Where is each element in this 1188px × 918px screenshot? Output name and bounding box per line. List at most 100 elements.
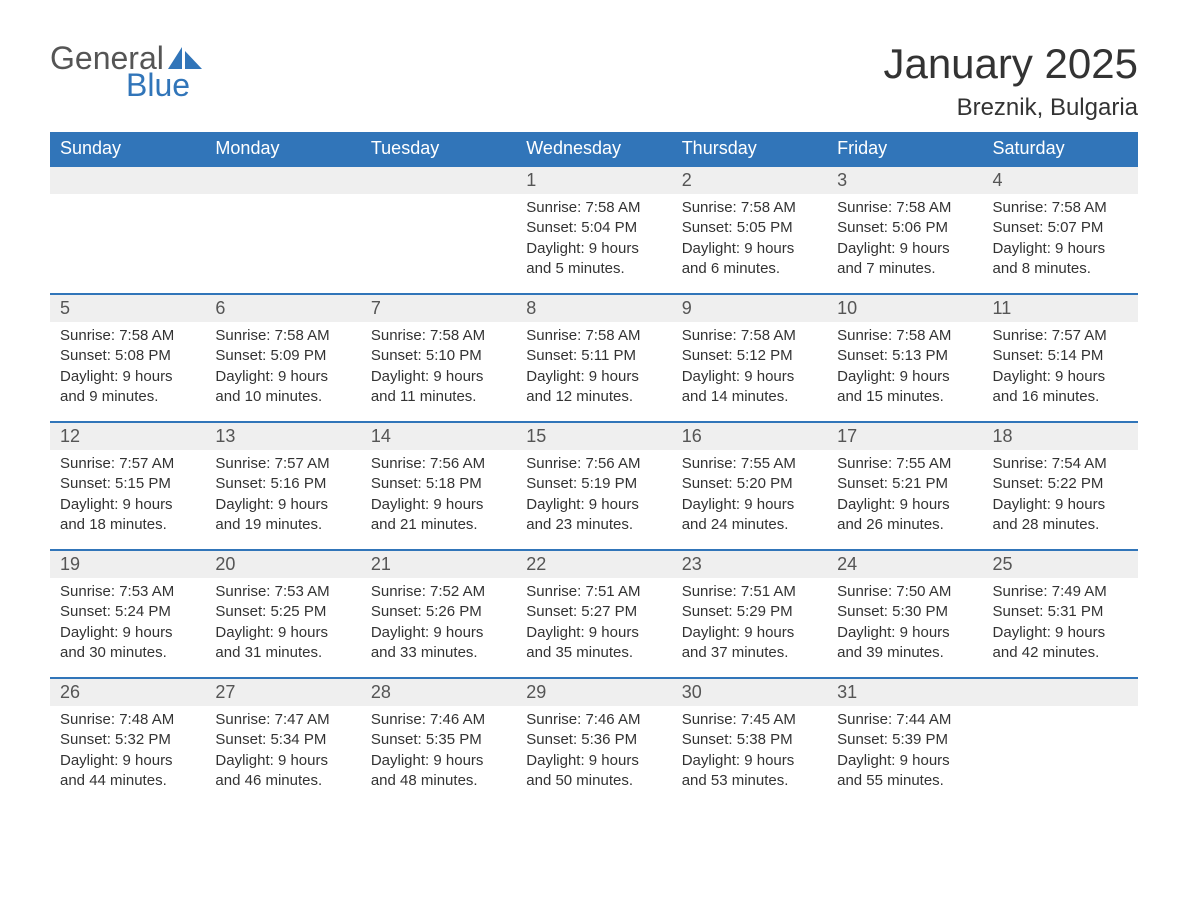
daylight-text: and 9 minutes. [60, 387, 195, 407]
day-number-row: 1 [516, 165, 671, 194]
daylight-text: Daylight: 9 hours [371, 623, 506, 643]
sunrise-text: Sunrise: 7:49 AM [993, 582, 1128, 602]
empty-day-bar [983, 677, 1138, 706]
daylight-text: and 33 minutes. [371, 643, 506, 663]
day-number: 10 [827, 295, 982, 322]
calendar-cell: 19Sunrise: 7:53 AMSunset: 5:24 PMDayligh… [50, 549, 205, 677]
day-number: 17 [827, 423, 982, 450]
daylight-text: and 26 minutes. [837, 515, 972, 535]
daylight-text: Daylight: 9 hours [682, 751, 817, 771]
daylight-text: Daylight: 9 hours [215, 495, 350, 515]
logo-text-blue: Blue [126, 67, 204, 104]
calendar-cell [361, 165, 516, 293]
day-details: Sunrise: 7:57 AMSunset: 5:15 PMDaylight:… [50, 450, 205, 549]
day-number-row: 23 [672, 549, 827, 578]
daylight-text: Daylight: 9 hours [682, 623, 817, 643]
sunrise-text: Sunrise: 7:53 AM [215, 582, 350, 602]
sunset-text: Sunset: 5:24 PM [60, 602, 195, 622]
day-number: 22 [516, 551, 671, 578]
day-number: 8 [516, 295, 671, 322]
daylight-text: and 44 minutes. [60, 771, 195, 791]
day-number: 19 [50, 551, 205, 578]
day-number-row: 14 [361, 421, 516, 450]
sunset-text: Sunset: 5:18 PM [371, 474, 506, 494]
day-details: Sunrise: 7:44 AMSunset: 5:39 PMDaylight:… [827, 706, 982, 805]
calendar-cell: 21Sunrise: 7:52 AMSunset: 5:26 PMDayligh… [361, 549, 516, 677]
sunrise-text: Sunrise: 7:52 AM [371, 582, 506, 602]
daylight-text: Daylight: 9 hours [60, 623, 195, 643]
day-details: Sunrise: 7:58 AMSunset: 5:06 PMDaylight:… [827, 194, 982, 293]
calendar-cell: 29Sunrise: 7:46 AMSunset: 5:36 PMDayligh… [516, 677, 671, 805]
sunset-text: Sunset: 5:12 PM [682, 346, 817, 366]
sunrise-text: Sunrise: 7:58 AM [526, 326, 661, 346]
day-number-row: 11 [983, 293, 1138, 322]
sunset-text: Sunset: 5:15 PM [60, 474, 195, 494]
daylight-text: and 50 minutes. [526, 771, 661, 791]
sunrise-text: Sunrise: 7:58 AM [371, 326, 506, 346]
day-details: Sunrise: 7:46 AMSunset: 5:35 PMDaylight:… [361, 706, 516, 805]
sunrise-text: Sunrise: 7:58 AM [526, 198, 661, 218]
sunrise-text: Sunrise: 7:54 AM [993, 454, 1128, 474]
calendar-cell: 1Sunrise: 7:58 AMSunset: 5:04 PMDaylight… [516, 165, 671, 293]
calendar-cell [50, 165, 205, 293]
calendar-week-row: 12Sunrise: 7:57 AMSunset: 5:15 PMDayligh… [50, 421, 1138, 549]
day-number-row: 7 [361, 293, 516, 322]
day-number-row: 29 [516, 677, 671, 706]
sunset-text: Sunset: 5:26 PM [371, 602, 506, 622]
daylight-text: and 23 minutes. [526, 515, 661, 535]
calendar-cell: 14Sunrise: 7:56 AMSunset: 5:18 PMDayligh… [361, 421, 516, 549]
daylight-text: Daylight: 9 hours [682, 367, 817, 387]
daylight-text: and 11 minutes. [371, 387, 506, 407]
day-number-row: 25 [983, 549, 1138, 578]
calendar-cell: 20Sunrise: 7:53 AMSunset: 5:25 PMDayligh… [205, 549, 360, 677]
calendar-cell: 8Sunrise: 7:58 AMSunset: 5:11 PMDaylight… [516, 293, 671, 421]
day-number: 26 [50, 679, 205, 706]
daylight-text: Daylight: 9 hours [526, 239, 661, 259]
sunrise-text: Sunrise: 7:51 AM [682, 582, 817, 602]
day-details: Sunrise: 7:56 AMSunset: 5:18 PMDaylight:… [361, 450, 516, 549]
calendar-cell: 5Sunrise: 7:58 AMSunset: 5:08 PMDaylight… [50, 293, 205, 421]
sunrise-text: Sunrise: 7:58 AM [682, 326, 817, 346]
sunset-text: Sunset: 5:21 PM [837, 474, 972, 494]
sunrise-text: Sunrise: 7:56 AM [371, 454, 506, 474]
sunrise-text: Sunrise: 7:58 AM [682, 198, 817, 218]
day-number-row: 9 [672, 293, 827, 322]
weekday-header: Wednesday [516, 132, 671, 165]
sunrise-text: Sunrise: 7:48 AM [60, 710, 195, 730]
calendar-table: SundayMondayTuesdayWednesdayThursdayFrid… [50, 132, 1138, 805]
daylight-text: and 12 minutes. [526, 387, 661, 407]
day-number: 5 [50, 295, 205, 322]
daylight-text: and 42 minutes. [993, 643, 1128, 663]
calendar-cell: 24Sunrise: 7:50 AMSunset: 5:30 PMDayligh… [827, 549, 982, 677]
calendar-cell: 17Sunrise: 7:55 AMSunset: 5:21 PMDayligh… [827, 421, 982, 549]
calendar-cell: 3Sunrise: 7:58 AMSunset: 5:06 PMDaylight… [827, 165, 982, 293]
day-details: Sunrise: 7:58 AMSunset: 5:12 PMDaylight:… [672, 322, 827, 421]
sunset-text: Sunset: 5:38 PM [682, 730, 817, 750]
day-details: Sunrise: 7:51 AMSunset: 5:27 PMDaylight:… [516, 578, 671, 677]
weekday-header: Thursday [672, 132, 827, 165]
day-number: 27 [205, 679, 360, 706]
calendar-week-row: 5Sunrise: 7:58 AMSunset: 5:08 PMDaylight… [50, 293, 1138, 421]
sunrise-text: Sunrise: 7:53 AM [60, 582, 195, 602]
day-details: Sunrise: 7:58 AMSunset: 5:11 PMDaylight:… [516, 322, 671, 421]
page-header: General Blue January 2025 Breznik, Bulga… [50, 40, 1138, 122]
sunrise-text: Sunrise: 7:55 AM [682, 454, 817, 474]
weekday-header: Friday [827, 132, 982, 165]
sunset-text: Sunset: 5:22 PM [993, 474, 1128, 494]
daylight-text: Daylight: 9 hours [837, 623, 972, 643]
day-number: 24 [827, 551, 982, 578]
day-details: Sunrise: 7:53 AMSunset: 5:24 PMDaylight:… [50, 578, 205, 677]
sunset-text: Sunset: 5:09 PM [215, 346, 350, 366]
calendar-cell: 10Sunrise: 7:58 AMSunset: 5:13 PMDayligh… [827, 293, 982, 421]
day-number: 15 [516, 423, 671, 450]
sunrise-text: Sunrise: 7:58 AM [837, 198, 972, 218]
empty-day-bar [50, 165, 205, 194]
calendar-cell: 4Sunrise: 7:58 AMSunset: 5:07 PMDaylight… [983, 165, 1138, 293]
daylight-text: and 37 minutes. [682, 643, 817, 663]
day-number-row: 31 [827, 677, 982, 706]
sunset-text: Sunset: 5:25 PM [215, 602, 350, 622]
sunrise-text: Sunrise: 7:45 AM [682, 710, 817, 730]
daylight-text: Daylight: 9 hours [837, 239, 972, 259]
calendar-cell: 18Sunrise: 7:54 AMSunset: 5:22 PMDayligh… [983, 421, 1138, 549]
sunset-text: Sunset: 5:10 PM [371, 346, 506, 366]
